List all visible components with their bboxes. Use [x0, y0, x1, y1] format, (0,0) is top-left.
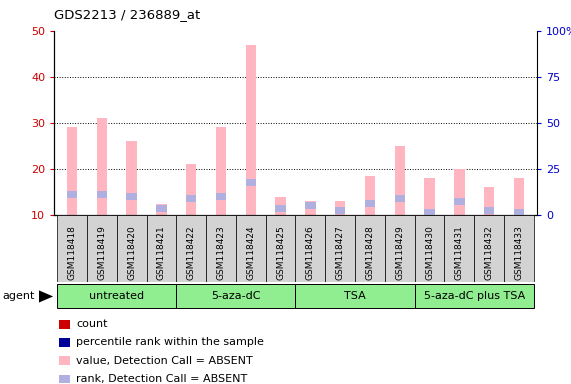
Bar	[474, 215, 504, 282]
Bar	[514, 209, 524, 216]
Text: 5-aza-dC plus TSA: 5-aza-dC plus TSA	[424, 291, 525, 301]
Bar	[355, 215, 385, 282]
Bar	[305, 201, 316, 215]
Bar	[365, 200, 375, 207]
Bar	[454, 198, 465, 205]
Bar	[415, 215, 444, 282]
Bar	[365, 176, 375, 215]
Bar	[275, 197, 286, 215]
Bar	[96, 118, 107, 215]
Text: GSM118423: GSM118423	[216, 225, 226, 280]
Bar	[395, 195, 405, 202]
Bar	[126, 141, 137, 215]
Bar	[186, 195, 196, 202]
Bar	[484, 187, 494, 215]
Bar	[266, 215, 296, 282]
Bar	[147, 215, 176, 282]
Bar	[296, 283, 415, 308]
Bar	[87, 215, 117, 282]
Bar	[59, 356, 70, 365]
Bar	[206, 215, 236, 282]
Bar	[96, 191, 107, 198]
Bar	[424, 209, 435, 216]
Bar	[444, 215, 474, 282]
Bar	[246, 179, 256, 186]
Text: GSM118428: GSM118428	[365, 225, 375, 280]
Text: GDS2213 / 236889_at: GDS2213 / 236889_at	[54, 8, 200, 21]
Bar	[126, 193, 137, 200]
Text: GSM118431: GSM118431	[455, 225, 464, 280]
Text: value, Detection Call = ABSENT: value, Detection Call = ABSENT	[76, 356, 253, 366]
Polygon shape	[39, 290, 53, 303]
Bar	[424, 178, 435, 215]
Bar	[57, 215, 87, 282]
Bar	[59, 338, 70, 347]
Bar	[117, 215, 147, 282]
Text: GSM118419: GSM118419	[98, 225, 106, 280]
Bar	[395, 146, 405, 215]
Text: GSM118418: GSM118418	[67, 225, 77, 280]
Text: GSM118421: GSM118421	[157, 225, 166, 280]
Bar	[415, 283, 534, 308]
Text: GSM118429: GSM118429	[395, 225, 404, 280]
Bar	[275, 205, 286, 212]
Bar	[246, 45, 256, 215]
Text: rank, Detection Call = ABSENT: rank, Detection Call = ABSENT	[76, 374, 247, 384]
Text: GSM118430: GSM118430	[425, 225, 434, 280]
Text: GSM118424: GSM118424	[246, 225, 255, 280]
Bar	[305, 202, 316, 209]
Text: untreated: untreated	[89, 291, 144, 301]
Bar	[176, 283, 296, 308]
Bar	[176, 215, 206, 282]
Text: GSM118422: GSM118422	[187, 225, 196, 280]
Text: GSM118427: GSM118427	[336, 225, 345, 280]
Bar	[484, 207, 494, 214]
Bar	[156, 204, 167, 215]
Bar	[67, 127, 77, 215]
Bar	[57, 283, 176, 308]
Text: count: count	[76, 319, 107, 329]
Text: GSM118426: GSM118426	[306, 225, 315, 280]
Text: GSM118433: GSM118433	[514, 225, 524, 280]
Bar	[236, 215, 266, 282]
Bar	[335, 207, 345, 214]
Bar	[216, 193, 226, 200]
Text: TSA: TSA	[344, 291, 366, 301]
Bar	[216, 127, 226, 215]
Text: GSM118432: GSM118432	[485, 225, 493, 280]
Text: GSM118420: GSM118420	[127, 225, 136, 280]
Bar	[454, 169, 465, 215]
Bar	[514, 178, 524, 215]
Bar	[156, 205, 167, 212]
Bar	[504, 215, 534, 282]
Text: GSM118425: GSM118425	[276, 225, 285, 280]
Text: agent: agent	[3, 291, 35, 301]
Bar	[186, 164, 196, 215]
Text: percentile rank within the sample: percentile rank within the sample	[76, 338, 264, 348]
Text: 5-aza-dC: 5-aza-dC	[211, 291, 261, 301]
Bar	[67, 191, 77, 198]
Bar	[335, 201, 345, 215]
Bar	[385, 215, 415, 282]
Bar	[296, 215, 325, 282]
Bar	[59, 374, 70, 383]
Bar	[59, 320, 70, 329]
Bar	[325, 215, 355, 282]
